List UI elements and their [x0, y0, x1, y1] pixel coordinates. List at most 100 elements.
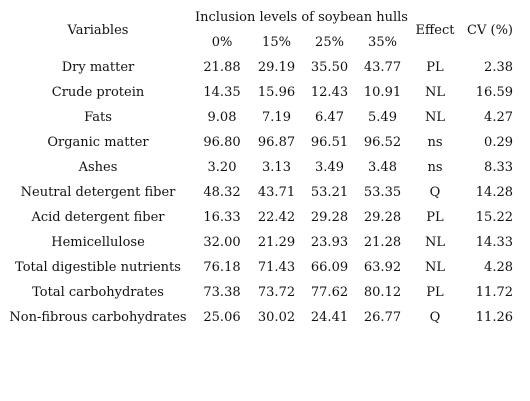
header-level-25: 25% [315, 35, 344, 50]
table-row: Crude protein 14.35 15.96 12.43 10.91 NL 16.59 [2, 80, 517, 105]
row-value-level-2: 77.62 [310, 285, 349, 300]
row-value-level-2: 29.28 [310, 210, 349, 225]
row-value-level-0: 21.88 [203, 60, 241, 75]
row-variable: Organic matter [47, 135, 149, 150]
row-value-level-3: 21.28 [363, 235, 402, 250]
row-value-level-3: 80.12 [363, 285, 402, 300]
row-value-level-0: 76.18 [203, 260, 241, 275]
row-value-level-0: 3.20 [207, 160, 237, 175]
row-variable: Crude protein [51, 85, 145, 100]
header-row-levels: 0% 15% 25% 35% [2, 30, 517, 55]
row-cv: 2.38 [484, 60, 513, 75]
row-cv: 11.26 [475, 310, 513, 325]
table-row: Organic matter 96.80 96.87 96.51 96.52 ns 0.29 [2, 130, 517, 155]
row-value-level-3: 63.92 [363, 260, 402, 275]
header-level-15: 15% [262, 35, 291, 50]
row-value-level-1: 30.02 [257, 310, 296, 325]
row-value-level-0: 16.33 [203, 210, 241, 225]
row-value-level-2: 12.43 [310, 85, 349, 100]
table-row: Neutral detergent fiber 48.32 43.71 53.21 53… [2, 180, 517, 205]
row-value-level-0: 96.80 [203, 135, 241, 150]
row-value-level-3: 5.49 [368, 110, 397, 125]
row-value-level-3: 26.77 [363, 310, 402, 325]
header-inclusion-levels: Inclusion levels of soybean hulls [195, 10, 408, 25]
row-variable: Dry matter [61, 60, 135, 75]
composition-table: Variables Inclusion levels of soybean hu… [2, 6, 517, 330]
row-value-level-0: 73.38 [203, 285, 241, 300]
row-value-level-2: 23.93 [310, 235, 349, 250]
row-value-level-3: 53.35 [363, 185, 402, 200]
row-value-level-2: 96.51 [310, 135, 349, 150]
row-cv: 0.29 [484, 135, 513, 150]
table-header: Variables Inclusion levels of soybean hu… [2, 6, 517, 55]
row-value-level-0: 25.06 [203, 310, 241, 325]
row-effect: ns [427, 160, 443, 175]
row-value-level-1: 43.71 [257, 185, 296, 200]
row-value-level-3: 3.48 [368, 160, 397, 175]
table-body: Dry matter 21.88 29.19 35.50 43.77 PL 2.38 Crud… [2, 55, 517, 330]
row-value-level-2: 24.41 [310, 310, 349, 325]
row-value-level-1: 73.72 [257, 285, 296, 300]
row-variable: Ashes [78, 160, 118, 175]
row-effect: PL [426, 210, 444, 225]
row-cv: 4.28 [484, 260, 513, 275]
row-value-level-0: 48.32 [203, 185, 241, 200]
header-variables: Variables [67, 23, 129, 38]
row-variable: Fats [84, 110, 112, 125]
table-row: Total carbohydrates 73.38 73.72 77.62 80.12 P… [2, 280, 517, 305]
row-variable: Non-fibrous carbohydrates [9, 310, 187, 325]
row-effect: Q [429, 310, 441, 325]
table-row: Total digestible nutrients 76.18 71.43 66.0… [2, 255, 517, 280]
header-row-top: Variables Inclusion levels of soybean hu… [2, 6, 517, 38]
row-effect: NL [424, 110, 445, 125]
row-effect: PL [426, 285, 444, 300]
row-value-level-1: 3.13 [262, 160, 291, 175]
row-value-level-1: 96.87 [257, 135, 296, 150]
row-cv: 15.22 [475, 210, 513, 225]
row-value-level-1: 21.29 [257, 235, 296, 250]
row-cv: 14.28 [475, 185, 513, 200]
row-variable: Neutral detergent fiber [20, 185, 176, 200]
row-cv: 8.33 [484, 160, 513, 175]
table-row: Hemicellulose 32.00 21.29 23.93 21.28 NL 14.33 [2, 230, 517, 255]
row-value-level-1: 15.96 [257, 85, 296, 100]
row-value-level-2: 3.49 [315, 160, 344, 175]
table-row: Ashes 3.20 3.13 3.49 3.48 ns 8.33 [2, 155, 517, 180]
header-level-0: 0% [211, 35, 233, 50]
row-effect: NL [424, 235, 445, 250]
row-value-level-2: 6.47 [315, 110, 344, 125]
row-value-level-1: 7.19 [262, 110, 291, 125]
header-level-35: 35% [368, 35, 397, 50]
header-cv: CV (%) [467, 23, 513, 38]
header-effect: Effect [415, 23, 455, 38]
row-value-level-2: 66.09 [310, 260, 349, 275]
row-value-level-3: 10.91 [363, 85, 402, 100]
row-effect: ns [427, 135, 443, 150]
row-value-level-3: 43.77 [363, 60, 402, 75]
table-row: Non-fibrous carbohydrates 25.06 30.02 24.41… [2, 305, 517, 330]
row-value-level-1: 71.43 [257, 260, 296, 275]
row-effect: PL [426, 60, 444, 75]
row-effect: NL [424, 85, 445, 100]
row-cv: 4.27 [484, 110, 513, 125]
row-cv: 11.72 [475, 285, 513, 300]
table-row: Fats 9.08 7.19 6.47 5.49 NL 4.27 [2, 105, 517, 130]
row-variable: Hemicellulose [51, 235, 145, 250]
row-effect: NL [424, 260, 445, 275]
row-value-level-0: 9.08 [207, 110, 237, 125]
row-value-level-2: 53.21 [310, 185, 349, 200]
row-value-level-0: 14.35 [203, 85, 241, 100]
table-row: Dry matter 21.88 29.19 35.50 43.77 PL 2.38 [2, 55, 517, 80]
row-cv: 14.33 [475, 235, 513, 250]
table-row: Acid detergent fiber 16.33 22.42 29.28 29.28… [2, 205, 517, 230]
row-value-level-1: 22.42 [257, 210, 296, 225]
row-variable: Acid detergent fiber [31, 210, 165, 225]
row-cv: 16.59 [475, 85, 513, 100]
row-variable: Total carbohydrates [32, 285, 164, 300]
row-value-level-3: 96.52 [363, 135, 402, 150]
row-effect: Q [429, 185, 441, 200]
row-value-level-3: 29.28 [363, 210, 402, 225]
row-variable: Total digestible nutrients [15, 260, 181, 275]
row-value-level-2: 35.50 [310, 60, 349, 75]
